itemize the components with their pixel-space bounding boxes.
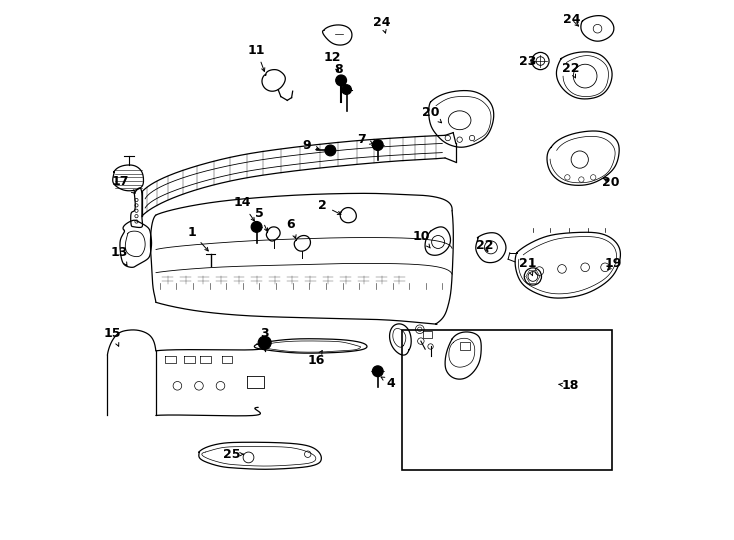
Text: 9: 9 <box>302 139 319 152</box>
Bar <box>402 330 612 470</box>
Text: 15: 15 <box>104 327 122 346</box>
Text: 17: 17 <box>112 174 135 193</box>
Text: 10: 10 <box>412 230 430 248</box>
Text: 25: 25 <box>222 448 243 461</box>
Circle shape <box>251 221 262 232</box>
Circle shape <box>342 85 352 94</box>
Text: 4: 4 <box>381 376 396 389</box>
Bar <box>459 342 470 350</box>
Text: 19: 19 <box>605 257 622 270</box>
Text: 20: 20 <box>602 176 619 189</box>
Text: 7: 7 <box>357 133 373 146</box>
Text: 22: 22 <box>476 239 493 252</box>
Text: 2: 2 <box>319 199 341 214</box>
Text: 21: 21 <box>519 257 537 276</box>
Text: 8: 8 <box>335 63 346 86</box>
Text: 1: 1 <box>188 226 208 251</box>
Text: 6: 6 <box>286 218 296 238</box>
Circle shape <box>372 140 383 151</box>
Text: 5: 5 <box>255 207 267 232</box>
Text: 3: 3 <box>261 327 269 345</box>
Circle shape <box>325 145 335 156</box>
Text: 14: 14 <box>233 196 255 221</box>
Text: 18: 18 <box>559 379 579 392</box>
Text: 22: 22 <box>562 62 579 78</box>
Circle shape <box>258 336 271 349</box>
Circle shape <box>372 366 383 376</box>
Text: 16: 16 <box>307 350 324 367</box>
Text: 23: 23 <box>519 55 537 68</box>
Text: 12: 12 <box>323 51 341 71</box>
Text: 11: 11 <box>248 44 265 71</box>
Circle shape <box>335 75 346 86</box>
Text: 24: 24 <box>563 13 581 26</box>
Text: 24: 24 <box>374 16 390 33</box>
Text: 20: 20 <box>422 106 442 123</box>
Text: 13: 13 <box>111 246 128 266</box>
